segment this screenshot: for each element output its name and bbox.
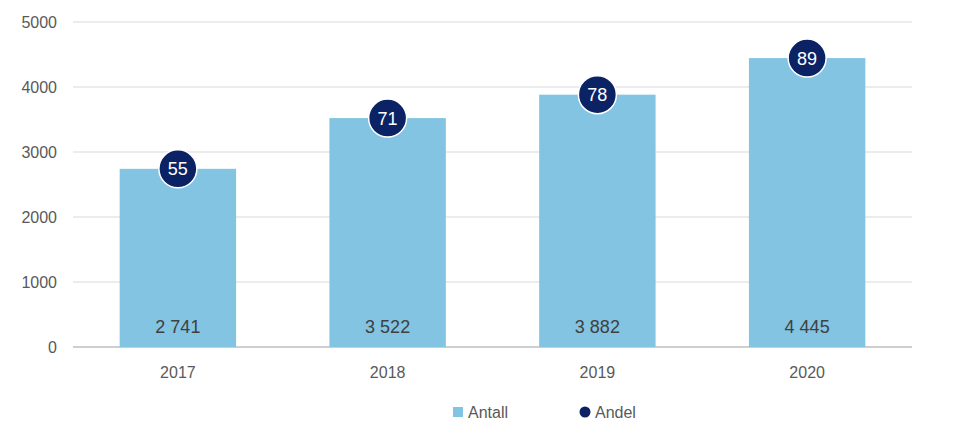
share-label: 55 — [168, 159, 188, 179]
legend-label: Antall — [468, 404, 508, 421]
bar — [539, 95, 655, 347]
legend-label: Andel — [595, 404, 636, 421]
share-dot — [159, 150, 197, 188]
y-tick-label: 2000 — [21, 209, 57, 226]
legend: Antall Andel — [453, 404, 636, 421]
x-tick-label: 2020 — [789, 364, 825, 381]
labels: 2 741 3 522 3 882 4 445 55 71 78 89 — [155, 49, 829, 337]
chart-svg: 0 1000 2000 3000 4000 5000 2 741 3 522 3 882 4 44… — [0, 0, 974, 443]
share-label: 71 — [378, 109, 398, 129]
bar-value-label: 2 741 — [155, 317, 200, 337]
x-tick-label: 2019 — [580, 364, 616, 381]
marks — [120, 39, 866, 347]
y-tick-label: 4000 — [21, 79, 57, 96]
share-dot — [369, 99, 407, 137]
y-tick-label: 0 — [48, 339, 57, 356]
share-dot — [788, 39, 826, 77]
y-tick-label: 3000 — [21, 144, 57, 161]
bar-value-label: 3 882 — [575, 317, 620, 337]
grid — [73, 22, 912, 347]
bar — [749, 58, 865, 347]
bar — [120, 169, 236, 347]
bar-value-label: 3 522 — [365, 317, 410, 337]
share-label: 89 — [797, 49, 817, 69]
grid-line — [73, 22, 912, 23]
chart-container: 0 1000 2000 3000 4000 5000 2 741 3 522 3 882 4 44… — [0, 0, 974, 443]
bar — [329, 118, 445, 347]
share-label: 78 — [587, 85, 607, 105]
legend-symbol — [453, 407, 463, 417]
x-tick-label: 2017 — [160, 364, 196, 381]
y-tick-label: 1000 — [21, 274, 57, 291]
y-tick-label: 5000 — [21, 14, 57, 31]
share-dot — [578, 76, 616, 114]
x-tick-label: 2018 — [370, 364, 406, 381]
bar-value-label: 4 445 — [785, 317, 830, 337]
legend-symbol — [580, 407, 591, 418]
